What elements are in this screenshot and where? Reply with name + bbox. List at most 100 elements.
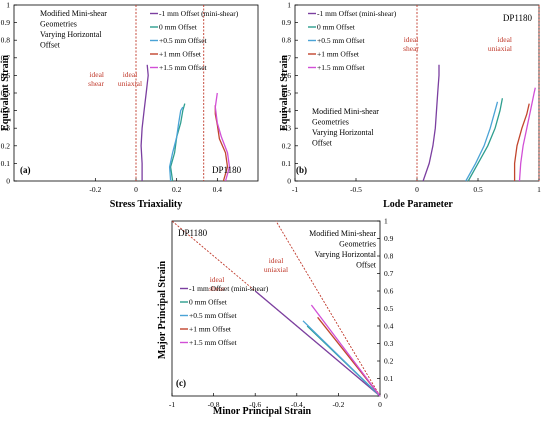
legend-entry: 0 mm Offset — [189, 298, 228, 307]
y-tick-label: 0.1 — [384, 374, 394, 383]
legend-entry: +0.5 mm Offset — [159, 36, 208, 45]
description-text: Varying Horizontal — [40, 30, 102, 39]
legend-entry: +1 mm Offset — [189, 325, 232, 334]
x-axis-label: Lode Parameter — [383, 199, 453, 210]
data-series-line — [214, 105, 229, 182]
y-tick-label: 0.9 — [1, 18, 11, 27]
panel-label: (c) — [176, 378, 186, 388]
description-text: Modified Mini-shear — [40, 9, 107, 18]
reference-label: ideal — [123, 70, 138, 79]
x-tick-label: -0.2 — [89, 185, 101, 194]
y-tick-label: 0.6 — [384, 287, 394, 296]
x-axis-label: Stress Triaxiality — [110, 199, 183, 210]
legend-entry: -1 mm Offset (mini-shear) — [189, 284, 269, 293]
x-axis-label: Minor Principal Strain — [213, 406, 312, 417]
x-tick-label: -0.2 — [332, 400, 344, 409]
legend-entry: -1 mm Offset (mini-shear) — [159, 9, 239, 18]
y-tick-label: 0.4 — [282, 106, 292, 115]
reference-label: ideal — [404, 35, 419, 44]
reference-label: shear — [88, 79, 104, 88]
description-text: Varying Horizontal — [312, 128, 374, 137]
data-series-line — [310, 304, 381, 397]
data-series-line — [467, 98, 504, 182]
x-tick-label: -0.6 — [249, 400, 261, 409]
y-tick-label: 0.1 — [282, 159, 292, 168]
data-series-line — [214, 92, 231, 182]
y-tick-label: 1 — [287, 1, 291, 10]
y-tick-label: 0.8 — [384, 252, 394, 261]
reference-label: ideal — [210, 275, 225, 284]
description-text: Modified Mini-shear — [312, 107, 379, 116]
y-tick-label: 0.5 — [1, 89, 11, 98]
reference-label: uniaxial — [264, 265, 288, 274]
x-tick-label: 0 — [134, 185, 138, 194]
material-label: DP1180 — [503, 13, 533, 23]
data-series-line — [465, 101, 499, 182]
material-label: DP1180 — [178, 228, 208, 238]
material-label: DP1180 — [212, 165, 242, 175]
legend-entry: 0 mm Offset — [317, 23, 356, 32]
description-text: Offset — [40, 41, 61, 50]
reference-label: ideal — [269, 256, 284, 265]
legend-entry: -1 mm Offset (mini-shear) — [317, 9, 397, 18]
y-tick-label: 0 — [287, 177, 291, 186]
x-tick-label: 0.4 — [213, 185, 223, 194]
y-tick-label: 0 — [384, 392, 388, 401]
y-tick-label: 0.3 — [1, 124, 11, 133]
y-tick-label: 0.6 — [1, 71, 11, 80]
x-tick-label: -1 — [169, 400, 175, 409]
y-tick-label: 0.9 — [384, 234, 394, 243]
legend-entry: +1.5 mm Offset — [159, 63, 208, 72]
description-text: Offset — [356, 261, 377, 270]
description-text: Varying Horizontal — [314, 250, 376, 259]
y-tick-label: 0.8 — [282, 36, 292, 45]
y-tick-label: 1 — [6, 1, 10, 10]
data-series-line — [254, 290, 381, 397]
data-series-line — [518, 87, 536, 182]
x-tick-label: -1 — [292, 185, 298, 194]
reference-label: shear — [209, 284, 225, 293]
y-tick-label: 0.4 — [384, 322, 394, 331]
x-tick-label: 0 — [415, 185, 419, 194]
y-tick-label: 0.7 — [1, 53, 11, 62]
x-tick-label: 1 — [537, 185, 541, 194]
reference-line — [275, 220, 381, 397]
x-tick-label: -0.5 — [350, 185, 362, 194]
chart-panel-2: 0 0.1 0.2 0.3 0.4 0.5 0.6 0.7 0.8 0.9 1 -1 -0.8 -0.6 -… — [157, 217, 394, 418]
y-tick-label: 0.8 — [1, 36, 11, 45]
chart-panel-0: 0 0.1 0.2 0.3 0.4 0.5 0.6 0.7 0.8 0.9 1 -0.2 0 0.2 0.4… — [0, 1, 259, 210]
panel-label: (a) — [20, 165, 31, 175]
description-text: Modified Mini-shear — [309, 229, 376, 238]
y-tick-label: 0.3 — [384, 339, 394, 348]
description-text: Geometries — [339, 240, 376, 249]
x-tick-label: -0.4 — [291, 400, 303, 409]
legend-entry: +1 mm Offset — [317, 50, 360, 59]
data-series-line — [169, 103, 186, 182]
legend-entry: 0 mm Offset — [159, 23, 198, 32]
y-tick-label: 1 — [384, 217, 388, 226]
reference-label: ideal — [89, 70, 104, 79]
data-series-line — [140, 64, 149, 181]
panel-label: (b) — [296, 165, 307, 175]
description-text: Geometries — [312, 118, 349, 127]
description-text: Offset — [312, 139, 333, 148]
y-tick-label: 0.9 — [282, 18, 292, 27]
description-text: Geometries — [40, 20, 77, 29]
y-tick-label: 0.7 — [384, 269, 394, 278]
reference-label: shear — [403, 44, 419, 53]
y-tick-label: 0 — [6, 177, 10, 186]
legend-entry: +0.5 mm Offset — [189, 311, 238, 320]
data-series-line — [302, 320, 381, 397]
legend-entry: +1 mm Offset — [159, 50, 202, 59]
legend-entry: +1.5 mm Offset — [189, 338, 238, 347]
y-tick-label: 0.6 — [282, 71, 292, 80]
y-tick-label: 0.3 — [282, 124, 292, 133]
x-tick-label: -0.8 — [208, 400, 220, 409]
reference-label: ideal — [497, 35, 512, 44]
reference-label: uniaxial — [488, 44, 512, 53]
x-tick-label: 0.2 — [172, 185, 182, 194]
y-axis-label: Equivalent Strain — [279, 55, 290, 131]
legend-entry: +0.5 mm Offset — [317, 36, 366, 45]
x-tick-label: 0.5 — [473, 185, 483, 194]
